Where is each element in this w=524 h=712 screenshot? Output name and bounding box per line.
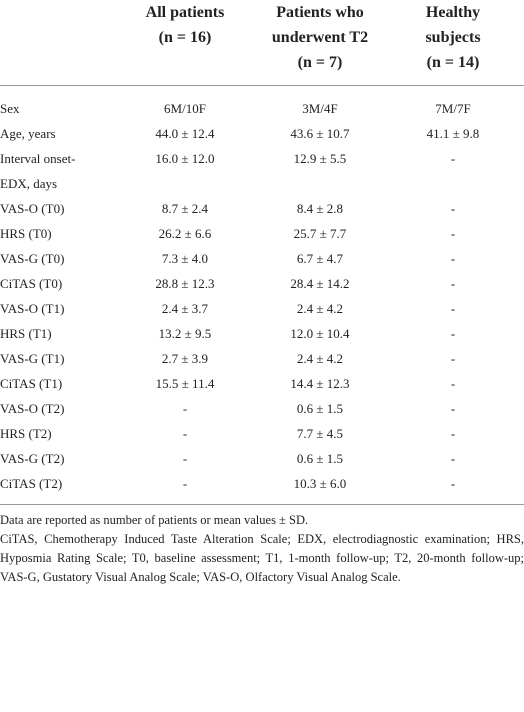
cell: - xyxy=(182,426,188,441)
row-label: VAS-O (T2) xyxy=(0,401,65,416)
cell: 2.4 ± 3.7 xyxy=(161,301,209,316)
row-label: CiTAS (T0) xyxy=(0,276,63,291)
row-label: HRS (T2) xyxy=(0,426,52,441)
cell: 6.7 ± 4.7 xyxy=(296,251,344,266)
cell: 2.4 ± 4.2 xyxy=(296,301,344,316)
cell: - xyxy=(450,351,456,366)
table-row: Age, years 44.0 ± 12.4 43.6 ± 10.7 41.1 ± 9… xyxy=(0,121,524,146)
header-cell xyxy=(0,0,112,86)
row-label: VAS-O (T0) xyxy=(0,201,65,216)
cell: 0.6 ± 1.5 xyxy=(296,451,344,466)
table-row: HRS (T1) 13.2 ± 9.5 12.0 ± 10.4 - xyxy=(0,321,524,346)
note: CiTAS, Chemotherapy Induced Taste Altera… xyxy=(0,532,524,584)
cell: - xyxy=(450,301,456,316)
cell: - xyxy=(112,471,258,505)
table-row: HRS (T2) - 7.7 ± 4.5 - xyxy=(0,421,524,446)
cell: - xyxy=(450,326,456,341)
cell: - xyxy=(450,426,456,441)
cell: 8.4 ± 2.8 xyxy=(296,201,344,216)
cell: 43.6 ± 10.7 xyxy=(290,126,350,141)
header-line: Healthy xyxy=(425,4,481,21)
cell: 3M/4F xyxy=(302,101,338,116)
cell: 16.0 ± 12.0 xyxy=(155,151,215,166)
cell: - xyxy=(182,451,188,466)
header-line: (n = 14) xyxy=(426,54,480,71)
cell: 13.2 ± 9.5 xyxy=(158,326,212,341)
header-line: All patients xyxy=(145,4,225,21)
row-label: CiTAS (T2) xyxy=(0,471,112,505)
cell: 6M/10F xyxy=(164,101,206,116)
cell: 7.3 ± 4.0 xyxy=(161,251,209,266)
row-label: HRS (T1) xyxy=(0,326,52,341)
cell: 14.4 ± 12.3 xyxy=(290,376,350,391)
header-cell: Healthy subjects (n = 14) xyxy=(382,0,524,86)
cell: 41.1 ± 9.8 xyxy=(426,126,480,141)
header-cell: All patients (n = 16) xyxy=(112,0,258,86)
cell: 7M/7F xyxy=(435,101,471,116)
cell: 28.4 ± 14.2 xyxy=(290,276,350,291)
cell: 15.5 ± 11.4 xyxy=(155,376,215,391)
table-row: VAS-O (T2) - 0.6 ± 1.5 - xyxy=(0,396,524,421)
header-cell: Patients who underwent T2 (n = 7) xyxy=(258,0,382,86)
row-label: VAS-O (T1) xyxy=(0,301,65,316)
cell: - xyxy=(450,451,456,466)
table-row: VAS-O (T0) 8.7 ± 2.4 8.4 ± 2.8 - xyxy=(0,196,524,221)
row-label: Age, years xyxy=(0,126,56,141)
cell: 28.8 ± 12.3 xyxy=(155,276,215,291)
cell: - xyxy=(450,401,456,416)
header-line: subjects xyxy=(425,29,481,46)
table-row: Interval onset-EDX, days 16.0 ± 12.0 12.9 … xyxy=(0,146,524,196)
cell: - xyxy=(450,251,456,266)
cell: 12.0 ± 10.4 xyxy=(290,326,350,341)
cell: 2.4 ± 4.2 xyxy=(296,351,344,366)
cell: 26.2 ± 6.6 xyxy=(158,226,212,241)
table-row: Sex 6M/10F 3M/4F 7M/7F xyxy=(0,86,524,122)
cell: 2.7 ± 3.9 xyxy=(161,351,209,366)
header-line: (n = 7) xyxy=(297,54,343,71)
row-label: VAS-G (T2) xyxy=(0,451,65,466)
table-row: VAS-G (T2) - 0.6 ± 1.5 - xyxy=(0,446,524,471)
table-row: VAS-G (T1) 2.7 ± 3.9 2.4 ± 4.2 - xyxy=(0,346,524,371)
row-label: HRS (T0) xyxy=(0,226,52,241)
cell: - xyxy=(450,151,456,166)
cell: 10.3 ± 6.0 xyxy=(258,471,382,505)
header-row: All patients (n = 16) Patients who underwen… xyxy=(0,0,524,86)
row-label: VAS-G (T1) xyxy=(0,351,65,366)
cell: - xyxy=(450,226,456,241)
notes: Data are reported as number of patients … xyxy=(0,511,524,587)
cell: 12.9 ± 5.5 xyxy=(293,151,347,166)
cell: 7.7 ± 4.5 xyxy=(296,426,344,441)
row-label: VAS-G (T0) xyxy=(0,251,65,266)
table-row: VAS-O (T1) 2.4 ± 3.7 2.4 ± 4.2 - xyxy=(0,296,524,321)
header-line: underwent T2 xyxy=(271,29,369,46)
data-table: All patients (n = 16) Patients who underwen… xyxy=(0,0,524,505)
cell: - xyxy=(450,276,456,291)
cell: 44.0 ± 12.4 xyxy=(155,126,215,141)
header-line: Patients who xyxy=(276,4,364,21)
cell: - xyxy=(182,401,188,416)
header-line: (n = 16) xyxy=(158,29,212,46)
table-row: HRS (T0) 26.2 ± 6.6 25.7 ± 7.7 - xyxy=(0,221,524,246)
row-label: CiTAS (T1) xyxy=(0,376,63,391)
note: Data are reported as number of patients … xyxy=(0,513,309,527)
cell: - xyxy=(382,471,524,505)
cell: - xyxy=(450,376,456,391)
row-label: Interval onset-EDX, days xyxy=(0,151,76,191)
cell: 0.6 ± 1.5 xyxy=(296,401,344,416)
cell: 25.7 ± 7.7 xyxy=(293,226,347,241)
row-label: Sex xyxy=(0,101,20,116)
cell: - xyxy=(450,201,456,216)
table-row: VAS-G (T0) 7.3 ± 4.0 6.7 ± 4.7 - xyxy=(0,246,524,271)
table-row: CiTAS (T2) -10.3 ± 6.0- xyxy=(0,471,524,505)
cell: 8.7 ± 2.4 xyxy=(161,201,209,216)
table-row: CiTAS (T1) 15.5 ± 11.4 14.4 ± 12.3 - xyxy=(0,371,524,396)
table-row: CiTAS (T0) 28.8 ± 12.3 28.4 ± 14.2 - xyxy=(0,271,524,296)
